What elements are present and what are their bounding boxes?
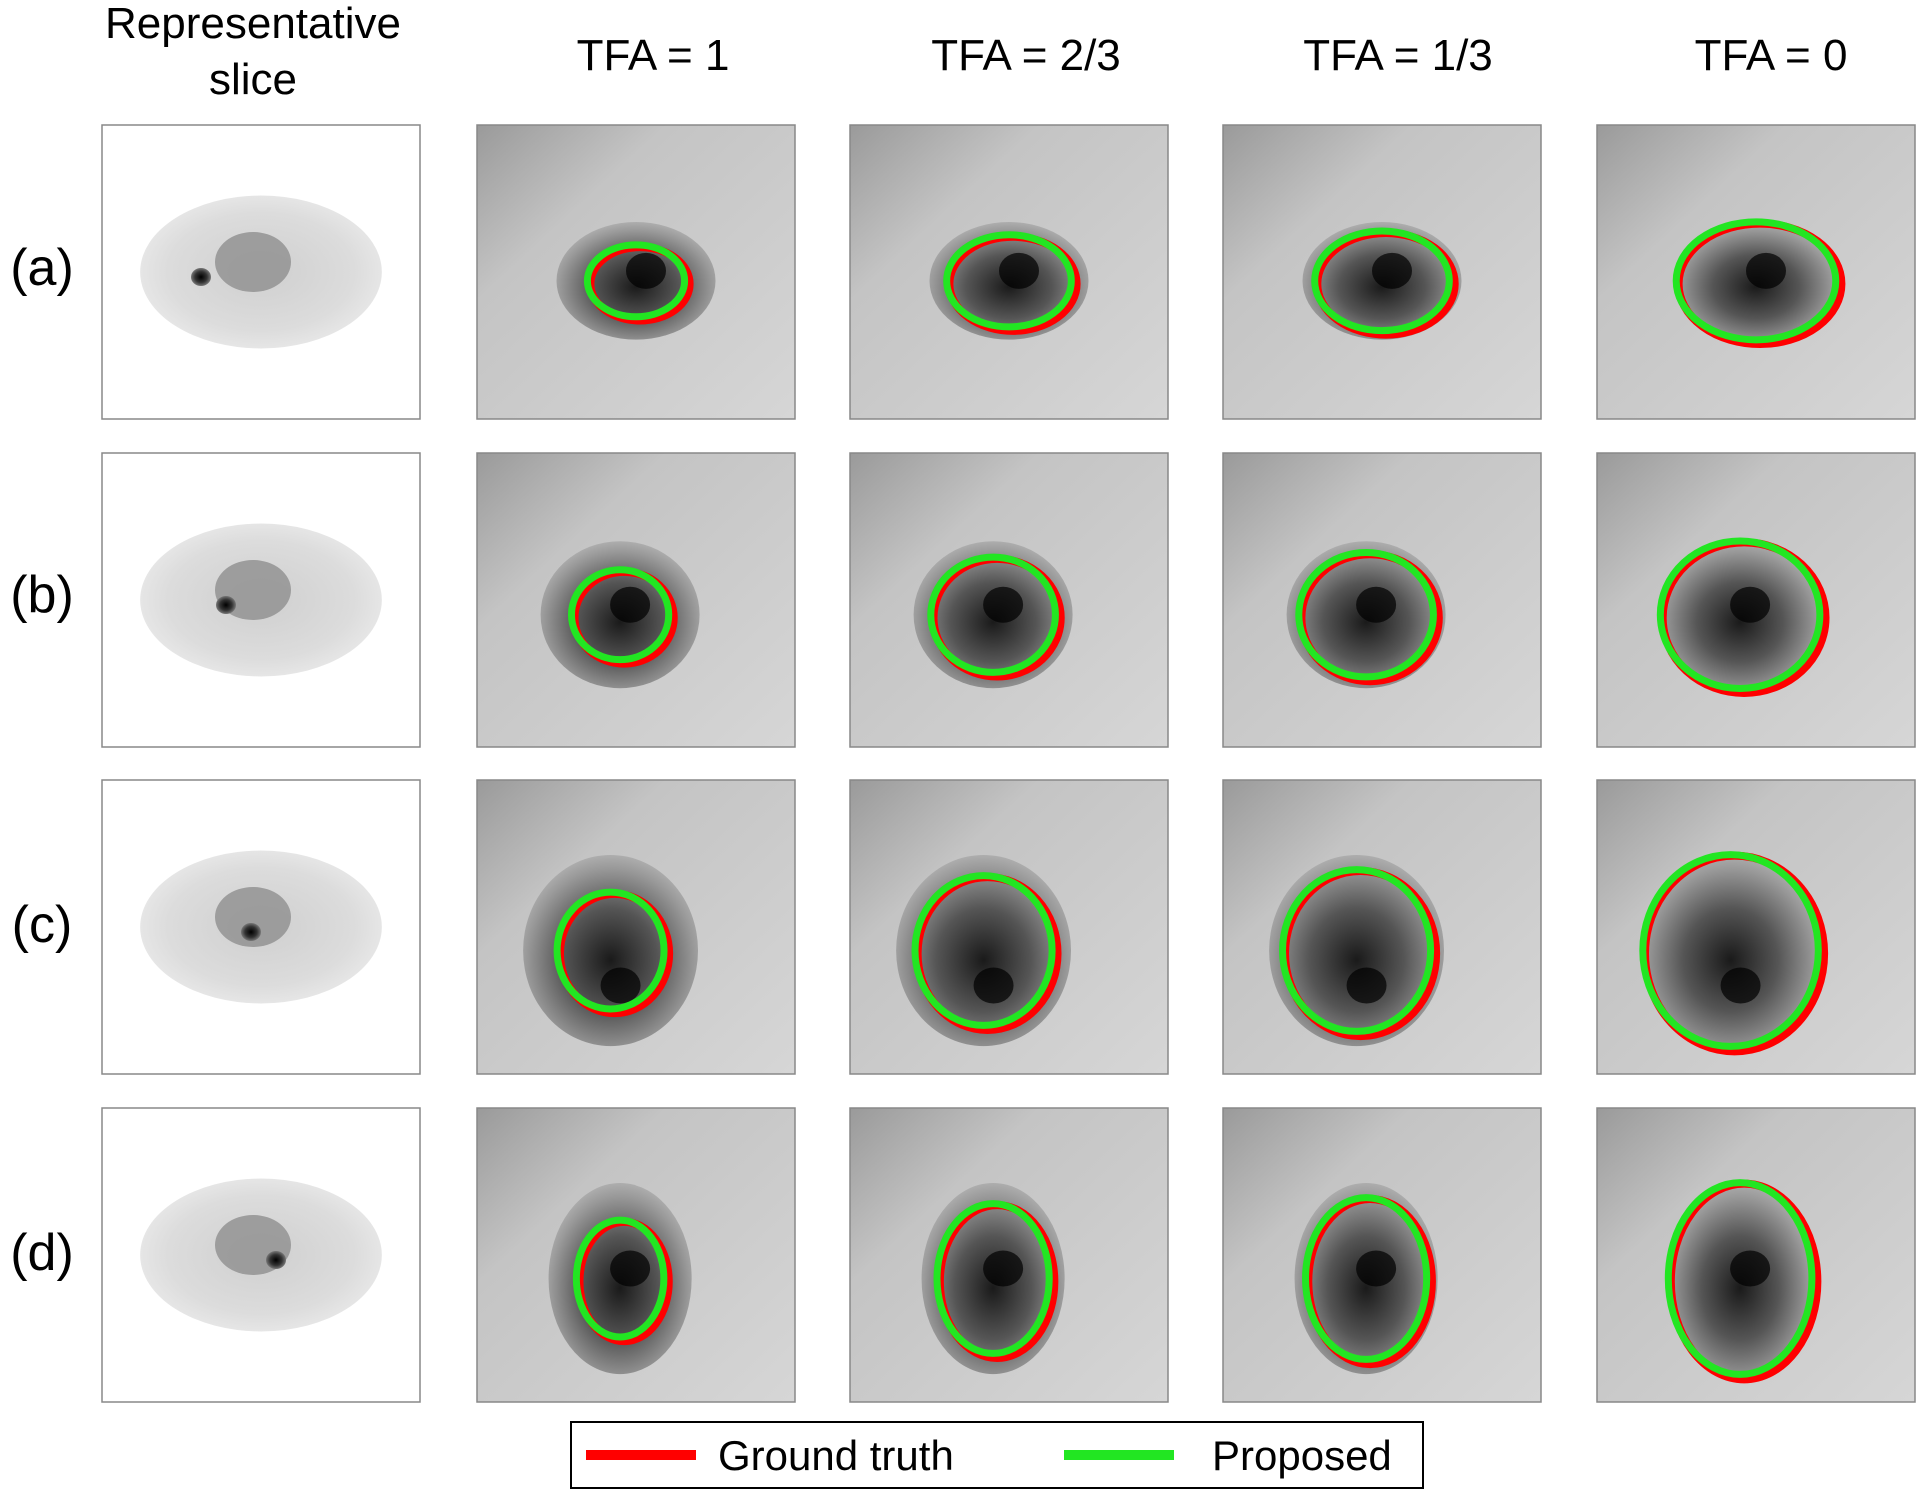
contour-proposed — [553, 888, 668, 1013]
representative-slice-a — [101, 124, 421, 420]
panel-d-tfa-3 — [1222, 1107, 1542, 1403]
panel-c-tfa-2 — [849, 779, 1169, 1075]
contour-proposed — [1672, 218, 1840, 344]
panel-d-tfa-2 — [849, 1107, 1169, 1403]
contour-proposed — [943, 231, 1075, 331]
panel-a-tfa-1 — [476, 124, 796, 420]
contour-proposed — [1639, 851, 1822, 1050]
legend-label-proposed: Proposed — [1212, 1432, 1392, 1479]
contour-proposed — [1311, 227, 1453, 335]
panel-a-tfa-2 — [849, 124, 1169, 420]
row-label-a: (a) — [10, 239, 74, 297]
representative-slice-d — [101, 1107, 421, 1403]
contour-proposed — [1295, 548, 1437, 681]
panel-d-tfa-4 — [1596, 1107, 1916, 1403]
panel-c-tfa-4 — [1596, 779, 1916, 1075]
legend: Ground truth Proposed — [570, 1421, 1424, 1489]
panel-a-tfa-3 — [1222, 124, 1542, 420]
panel-d-tfa-1 — [476, 1107, 796, 1403]
contour-proposed — [1302, 1194, 1431, 1363]
contour-proposed — [927, 553, 1059, 676]
contour-proposed — [583, 241, 689, 321]
representative-slice-c — [101, 779, 421, 1075]
panel-b-tfa-2 — [849, 452, 1169, 748]
tfa-header-1: TFA = 1 — [577, 31, 730, 80]
contour-proposed — [911, 872, 1056, 1029]
row-label-c: (c) — [12, 896, 73, 954]
contour-proposed — [1279, 866, 1435, 1035]
contour-proposed — [933, 1200, 1053, 1357]
panel-b-tfa-4 — [1596, 452, 1916, 748]
contour-proposed — [572, 1216, 668, 1341]
rep-slice-header-line1: Representative — [105, 0, 401, 48]
tfa-header-2: TFA = 2/3 — [931, 31, 1121, 80]
contour-proposed — [1664, 1179, 1816, 1378]
panel-c-tfa-1 — [476, 779, 796, 1075]
row-label-b: (b) — [10, 566, 74, 624]
contour-proposed — [567, 566, 673, 664]
panel-a-tfa-4 — [1596, 124, 1916, 420]
row-label-d: (d) — [10, 1224, 74, 1282]
representative-slice-b — [101, 452, 421, 748]
panel-b-tfa-3 — [1222, 452, 1542, 748]
legend-label-ground-truth: Ground truth — [718, 1432, 954, 1479]
panel-b-tfa-1 — [476, 452, 796, 748]
tfa-header-4: TFA = 0 — [1695, 31, 1848, 80]
contour-proposed — [1656, 537, 1824, 692]
legend-box — [570, 1421, 1424, 1489]
panel-c-tfa-3 — [1222, 779, 1542, 1075]
rep-slice-header-line2: slice — [209, 55, 297, 104]
tfa-header-3: TFA = 1/3 — [1303, 31, 1493, 80]
